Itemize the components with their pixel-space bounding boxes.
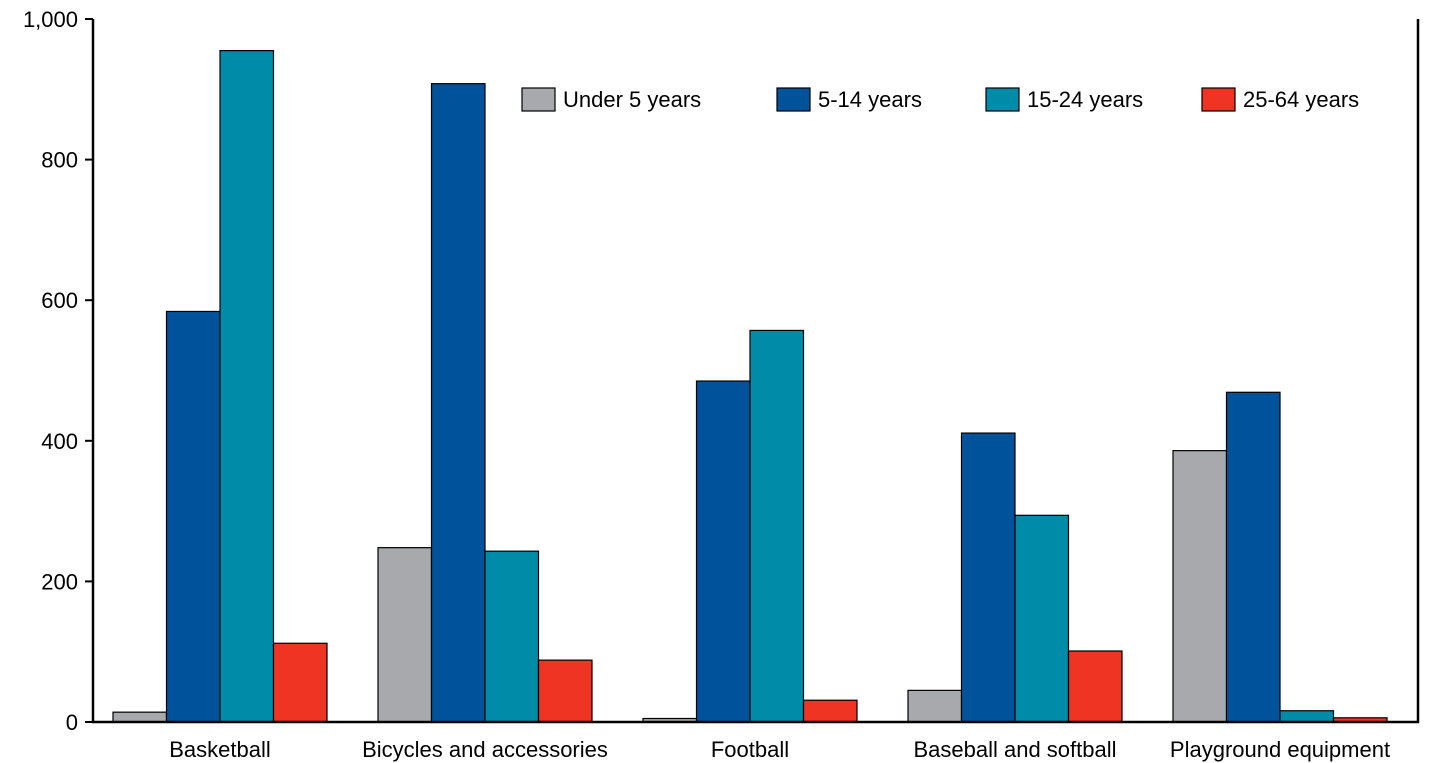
x-category-label: Football [711, 737, 789, 762]
bar-basketball-15-24-years [219, 50, 275, 723]
bar-bicycles-and-accessories-5-14-years [430, 83, 486, 723]
bar-playground-equipment-5-14-years [1225, 391, 1281, 723]
bar-football-15-24-years [749, 329, 805, 723]
bar-football-25-64-years [802, 699, 858, 723]
bar-bicycles-and-accessories-25-64-years [537, 659, 593, 723]
legend-swatch [521, 87, 556, 112]
x-category-label: Bicycles and accessories [362, 737, 608, 762]
y-tick-label: 800 [41, 148, 78, 173]
y-tick-label: 0 [66, 710, 78, 735]
legend-swatch [985, 87, 1020, 112]
y-tick-label: 400 [41, 429, 78, 454]
legend: Under 5 years 5-14 years 15-24 years 25-64 … [521, 87, 1359, 112]
legend-label: 15-24 years [1027, 87, 1143, 112]
bar-playground-equipment-15-24-years [1279, 710, 1335, 723]
bar-basketball-5-14-years [165, 310, 221, 723]
bar-baseball-and-softball-15-24-years [1014, 514, 1070, 723]
bar-bicycles-and-accessories-under-5-years [377, 547, 433, 723]
x-category-label: Playground equipment [1170, 737, 1390, 762]
bar-basketball-25-64-years [272, 642, 328, 723]
legend-item-5-14-years: 5-14 years [776, 87, 922, 112]
legend-swatch [776, 87, 811, 112]
legend-label: 25-64 years [1243, 87, 1359, 112]
legend-item-25-64-years: 25-64 years [1201, 87, 1359, 112]
y-tick-label: 200 [41, 569, 78, 594]
bar-baseball-and-softball-25-64-years [1067, 650, 1123, 723]
bar-baseball-and-softball-5-14-years [960, 432, 1016, 723]
x-category-label: Basketball [169, 737, 271, 762]
legend-swatch [1201, 87, 1236, 112]
bar-bicycles-and-accessories-15-24-years [484, 550, 540, 723]
legend-item-under-5-years: Under 5 years [521, 87, 701, 112]
y-tick-label: 600 [41, 288, 78, 313]
bar-baseball-and-softball-under-5-years [907, 689, 963, 723]
y-tick-label: 1,000 [23, 7, 78, 32]
legend-item-15-24-years: 15-24 years [985, 87, 1143, 112]
bar-football-5-14-years [695, 380, 751, 723]
x-labels-group: Basketball Bicycles and accessories Footba… [169, 737, 1390, 762]
axes-group [91, 19, 1420, 724]
legend-label: 5-14 years [818, 87, 922, 112]
bar-playground-equipment-under-5-years [1172, 450, 1228, 723]
bars-group [112, 50, 1388, 723]
bar-basketball-under-5-years [112, 711, 168, 723]
y-ticks-group: 0 200 400 600 800 1,000 [23, 7, 93, 735]
legend-label: Under 5 years [563, 87, 701, 112]
x-category-label: Baseball and softball [913, 737, 1116, 762]
